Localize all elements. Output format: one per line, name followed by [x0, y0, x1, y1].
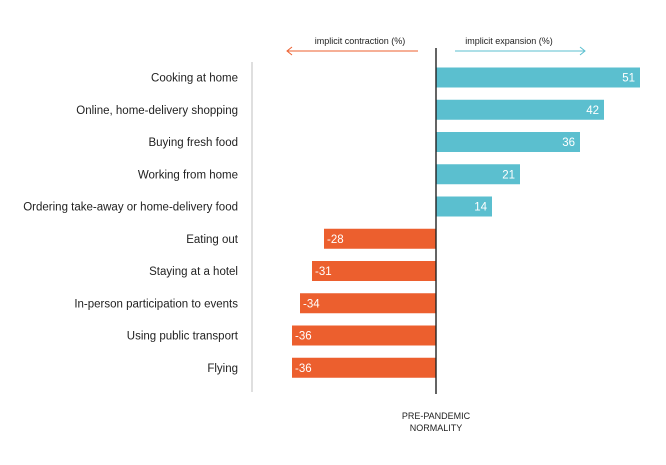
value-label-5: 14 [474, 202, 487, 214]
bar-5 [436, 196, 492, 217]
value-label-3: 36 [562, 137, 575, 149]
bar-2 [436, 99, 604, 120]
arrow-expansion: implicit expansion (%) [455, 36, 586, 56]
category-label-8: In-person participation to events [74, 298, 238, 310]
value-label-8: -34 [303, 298, 320, 310]
bar-7 [312, 261, 436, 281]
bar-4 [436, 164, 520, 185]
expansion-arrow-head [579, 46, 586, 56]
bar-9 [292, 325, 436, 346]
center-label-line2: NORMALITY [410, 423, 463, 433]
value-label-6: -28 [327, 234, 344, 246]
category-label-2: Online, home-delivery shopping [76, 105, 238, 117]
category-label-10: Flying [207, 363, 238, 375]
category-label-9: Using public transport [127, 331, 239, 343]
bar-3 [436, 132, 580, 152]
bar-8 [300, 293, 436, 314]
category-label-6: Eating out [186, 234, 239, 246]
value-label-10: -36 [295, 363, 312, 375]
arrow-contraction: implicit contraction (%) [286, 36, 418, 56]
bar-6 [324, 228, 436, 249]
category-label-3: Buying fresh food [148, 137, 238, 149]
bar-1 [436, 67, 640, 88]
center-label-line1: PRE-PANDEMIC [402, 411, 471, 421]
category-label-1: Cooking at home [151, 73, 238, 85]
contraction-arrow-head [286, 46, 293, 56]
category-label-7: Staying at a hotel [149, 266, 238, 278]
value-label-9: -36 [295, 331, 312, 343]
expansion-label: implicit expansion (%) [465, 36, 553, 46]
value-label-1: 51 [622, 73, 635, 85]
contraction-label: implicit contraction (%) [315, 36, 406, 46]
category-labels-group: Cooking at home Online, home-delivery sho… [23, 73, 239, 375]
value-label-7: -31 [315, 266, 332, 278]
value-label-2: 42 [586, 105, 599, 117]
category-label-5: Ordering take-away or home-delivery food [23, 202, 238, 214]
bars-group: 51 42 36 21 14 -28 -31 -34 -36 -36 [292, 67, 640, 378]
bar-10 [292, 357, 436, 378]
category-label-4: Working from home [138, 169, 238, 181]
value-label-4: 21 [502, 169, 515, 181]
